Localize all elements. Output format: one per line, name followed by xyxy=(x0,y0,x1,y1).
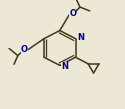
Text: O: O xyxy=(69,9,76,18)
Text: N: N xyxy=(77,33,84,42)
Text: N: N xyxy=(61,62,68,71)
Text: O: O xyxy=(21,45,28,54)
